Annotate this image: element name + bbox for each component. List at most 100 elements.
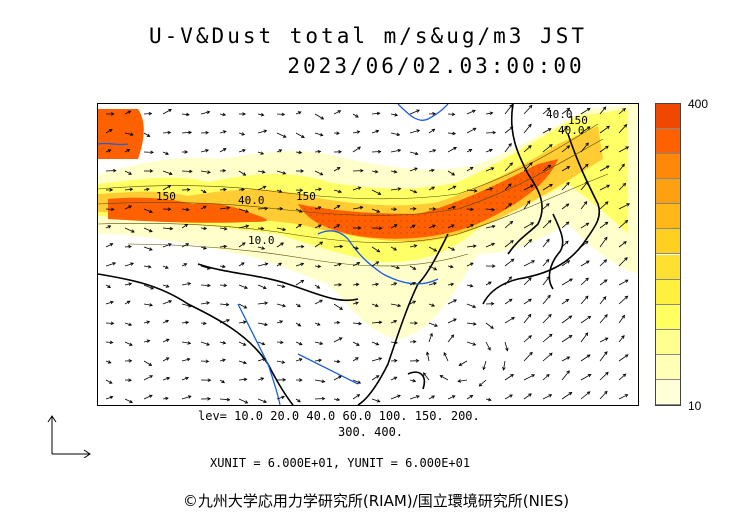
wind-vector <box>124 322 132 326</box>
wind-vector <box>333 398 340 401</box>
wind-vector <box>618 394 628 400</box>
wind-vector-head <box>547 219 552 224</box>
wind-vector <box>257 170 265 173</box>
wind-vector <box>276 132 287 138</box>
wind-vector-head <box>431 128 436 133</box>
wind-vector <box>618 279 629 286</box>
wind-vector <box>200 111 210 115</box>
wind-vector <box>618 146 629 153</box>
wind-vector-head <box>393 207 398 211</box>
wind-vector <box>314 398 325 400</box>
wind-vector <box>371 189 381 195</box>
wind-vector-head <box>509 394 513 398</box>
wind-vector-head <box>280 242 284 246</box>
wind-vector-head <box>320 116 325 120</box>
wind-vector-head <box>449 264 454 269</box>
wind-vector <box>447 395 456 400</box>
wind-vector <box>352 394 360 400</box>
wind-vector <box>618 108 626 115</box>
wind-vector <box>409 224 416 229</box>
wind-vector <box>466 341 476 346</box>
wind-vector <box>219 188 227 191</box>
legend-band <box>656 254 680 280</box>
wind-vector-head <box>260 226 265 231</box>
wind-vector-head <box>243 360 247 365</box>
wind-vector-head <box>487 397 492 402</box>
wind-vector-head <box>624 279 629 283</box>
wind-vector-head <box>244 400 249 404</box>
wind-vector-head <box>357 146 361 150</box>
wind-vector-head <box>566 107 571 112</box>
wind-vector <box>238 149 246 153</box>
wind-vector-head <box>150 150 154 155</box>
wind-vector-head <box>146 339 151 343</box>
wind-vector-head <box>453 146 457 151</box>
wind-vector <box>238 208 249 213</box>
wind-vector <box>466 149 472 153</box>
wind-vector <box>542 144 553 153</box>
wind-vector <box>333 110 341 115</box>
wind-vector <box>542 276 550 286</box>
wind-vector <box>409 379 416 382</box>
wind-vector-head <box>226 397 231 402</box>
wind-vector <box>200 227 207 230</box>
wind-vector <box>542 394 552 400</box>
wind-vector <box>143 303 153 306</box>
wind-vector <box>257 113 264 116</box>
wind-vector <box>143 227 153 232</box>
wind-vector <box>485 149 493 153</box>
wind-vector-head <box>469 262 474 266</box>
wind-vector-head <box>241 242 246 246</box>
wind-vector <box>459 360 468 366</box>
wind-vector-head <box>414 151 419 156</box>
wind-vector-head <box>489 187 494 191</box>
wind-vector-head <box>433 266 438 271</box>
wind-vector-head <box>529 162 533 166</box>
wind-vector-head <box>188 130 193 135</box>
wind-vector <box>181 243 189 248</box>
wind-vector-head <box>393 320 398 324</box>
wind-vector-head <box>185 243 190 247</box>
wind-vector-head <box>206 342 210 346</box>
wind-vector-head <box>205 149 210 153</box>
wind-vector <box>162 151 169 155</box>
wind-vector <box>580 315 591 324</box>
wind-vector-head <box>300 279 305 284</box>
wind-vector-head <box>357 226 362 230</box>
wind-vector <box>181 131 192 134</box>
wind-vector <box>295 279 304 286</box>
wind-vector <box>352 206 363 210</box>
wind-vector <box>295 111 302 115</box>
wind-vector-head <box>568 392 573 396</box>
wind-vector <box>352 187 361 191</box>
wind-vector-head <box>185 376 189 381</box>
legend-band <box>656 329 680 355</box>
wind-vector <box>428 303 435 307</box>
wind-vector <box>504 276 512 286</box>
wind-vector <box>523 239 532 248</box>
wind-vector <box>124 170 132 175</box>
wind-vector-head <box>489 111 494 116</box>
wind-vector-head <box>621 335 625 339</box>
wind-vector-head <box>222 169 227 173</box>
wind-vector-head <box>566 356 571 360</box>
wind-vector <box>238 378 247 381</box>
contour-label: 10.0 <box>248 234 275 247</box>
wind-vector-head <box>549 352 553 357</box>
wind-vector <box>257 246 265 250</box>
wind-vector <box>295 246 304 248</box>
wind-vector-head <box>242 149 246 153</box>
wind-vector <box>542 259 550 267</box>
wind-vector <box>523 298 532 305</box>
wind-vector-head <box>625 146 630 150</box>
wind-vector <box>352 341 360 346</box>
wind-vector <box>200 284 211 286</box>
wind-vector <box>143 375 153 381</box>
wind-vector <box>428 333 433 343</box>
wind-vector-head <box>412 340 417 344</box>
wind-vector <box>504 394 513 400</box>
wind-vector-head <box>603 279 608 283</box>
wind-vector <box>371 303 379 307</box>
wind-vector-head <box>376 399 381 403</box>
wind-vector <box>561 166 570 172</box>
